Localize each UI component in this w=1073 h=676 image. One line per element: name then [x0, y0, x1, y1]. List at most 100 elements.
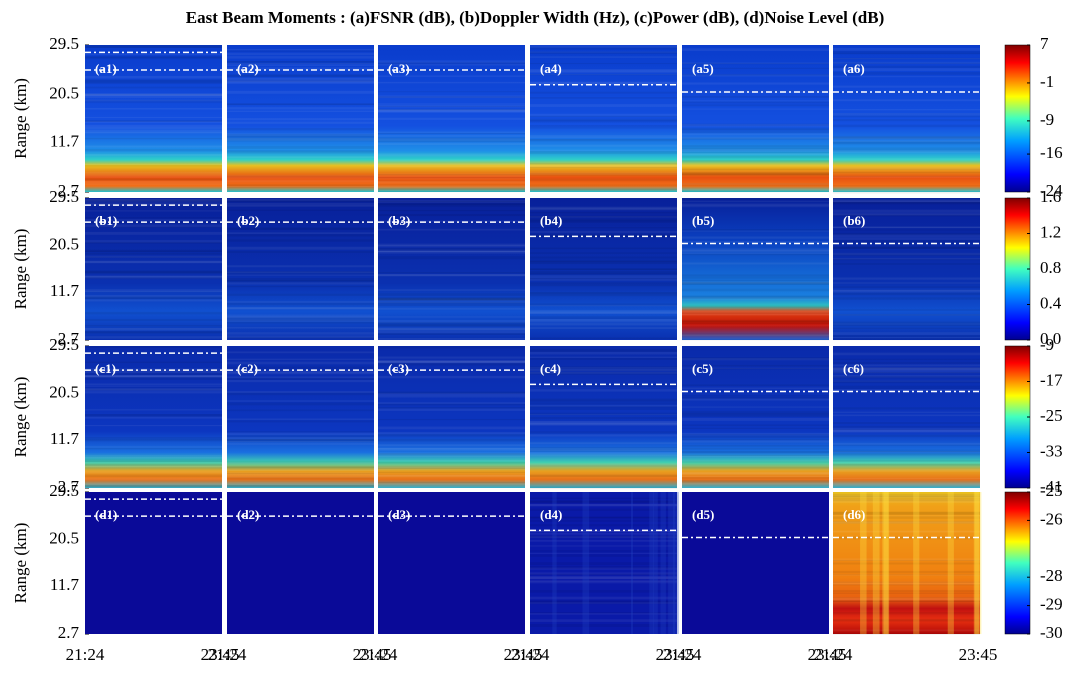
heatmap-texture [530, 535, 677, 537]
heatmap-texture [85, 414, 222, 416]
panel-label: (a3) [388, 61, 410, 76]
heatmap-texture [227, 271, 374, 274]
colorbar-tick-label: -28 [1040, 566, 1063, 585]
heatmap-texture [85, 45, 222, 48]
heatmap-texture [227, 205, 374, 207]
heatmap-texture [530, 218, 677, 222]
heatmap-texture [530, 327, 677, 330]
heatmap-texture [833, 335, 980, 337]
heatmap-texture [378, 173, 525, 176]
heatmap-texture [682, 398, 829, 401]
heatmap-texture [378, 361, 525, 363]
heatmap-texture [833, 76, 980, 78]
heatmap-texture [378, 104, 525, 108]
heatmap-texture [552, 492, 557, 634]
heatmap-texture [85, 409, 222, 411]
heatmap-texture [833, 68, 980, 71]
y-tick-label: 20.5 [49, 383, 79, 402]
x-tick-label: 21:24 [359, 645, 398, 664]
heatmap-texture [833, 362, 980, 364]
heatmap-texture [833, 368, 980, 372]
heatmap-texture [833, 495, 980, 498]
heatmap-texture [530, 372, 677, 374]
heatmap-texture [227, 358, 374, 361]
heatmap-texture [530, 207, 677, 211]
heatmap-texture [530, 303, 677, 306]
heatmap-texture [227, 174, 374, 178]
heatmap-texture [530, 186, 677, 189]
heatmap-texture [833, 212, 980, 216]
heatmap-texture [378, 444, 525, 447]
heatmap-texture [530, 184, 677, 188]
heatmap-texture [530, 565, 677, 569]
colorbar-tick-label: 0.8 [1040, 258, 1061, 277]
heatmap-texture [682, 148, 829, 152]
heatmap-texture [378, 471, 525, 474]
heatmap-texture [833, 600, 980, 602]
heatmap-texture [682, 410, 829, 414]
heatmap-texture [85, 256, 222, 258]
heatmap-texture [530, 451, 677, 454]
heatmap-texture [682, 472, 829, 475]
heatmap-texture [227, 432, 374, 436]
heatmap-texture [530, 572, 677, 575]
heatmap [833, 198, 980, 340]
heatmap-texture [668, 492, 675, 634]
heatmap-texture [530, 549, 677, 552]
panel-label: (b5) [692, 213, 714, 228]
heatmap-texture [530, 486, 677, 490]
heatmap-texture [378, 185, 525, 188]
heatmap-texture [833, 421, 980, 425]
heatmap-texture [833, 297, 980, 300]
heatmap-texture [833, 500, 980, 502]
heatmap-texture [530, 270, 677, 274]
heatmap-texture [85, 95, 222, 98]
colorbar [1004, 345, 1031, 489]
heatmap-texture [85, 224, 222, 228]
heatmap-texture [530, 62, 677, 65]
heatmap-texture [833, 191, 980, 194]
heatmap-texture [227, 209, 374, 211]
heatmap-texture [85, 460, 222, 463]
heatmap-texture [530, 399, 677, 403]
heatmap-texture [227, 107, 374, 110]
heatmap-texture [378, 142, 525, 146]
heatmap-texture [85, 370, 222, 374]
heatmap-texture [682, 288, 829, 292]
heatmap-texture [833, 57, 980, 60]
heatmap-texture [85, 385, 222, 387]
heatmap-texture [227, 138, 374, 142]
heatmap-texture [682, 108, 829, 110]
heatmap-texture [227, 128, 374, 131]
heatmap-texture [833, 451, 980, 453]
heatmap-texture [530, 268, 677, 270]
heatmap-texture [85, 299, 222, 302]
heatmap-texture [530, 97, 677, 99]
colorbar-tick-label: -33 [1040, 441, 1063, 460]
heatmap-texture [682, 460, 829, 462]
heatmap-texture [85, 81, 222, 85]
heatmap-texture [227, 133, 374, 137]
heatmap-texture [530, 282, 677, 285]
heatmap-texture [378, 131, 525, 134]
heatmap-texture [530, 398, 677, 401]
heatmap-texture [833, 453, 980, 456]
heatmap-texture [378, 250, 525, 254]
heatmap-texture [378, 75, 525, 77]
heatmap-texture [682, 172, 829, 175]
heatmap-texture [378, 274, 525, 277]
heatmap-texture [682, 182, 829, 186]
heatmap-texture [682, 198, 829, 201]
heatmap-texture [85, 485, 222, 488]
heatmap-texture [883, 492, 890, 634]
heatmap-texture [85, 336, 222, 339]
heatmap-texture [682, 475, 829, 478]
heatmap-texture [672, 492, 679, 634]
heatmap-texture [530, 115, 677, 118]
heatmap-texture [227, 136, 374, 139]
heatmap-texture [85, 271, 222, 274]
heatmap-texture [682, 295, 829, 299]
heatmap-texture [378, 356, 525, 359]
heatmap-texture [833, 371, 980, 374]
heatmap-texture [833, 494, 980, 498]
